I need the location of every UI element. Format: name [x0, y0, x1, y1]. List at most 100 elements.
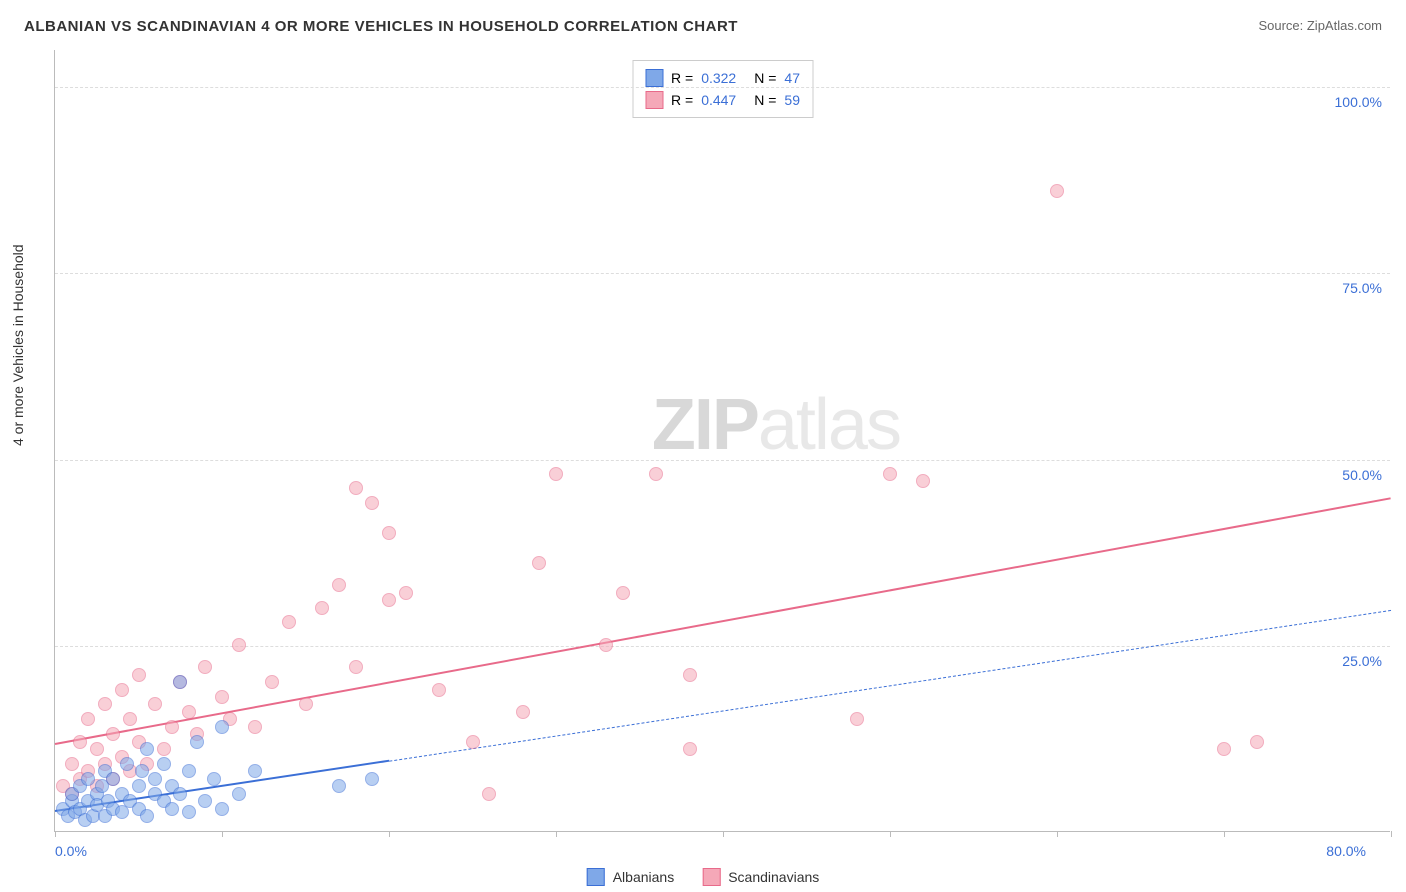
- data-point-scandinavian: [850, 712, 864, 726]
- data-point-scandinavian: [106, 727, 120, 741]
- data-point-scandinavian: [81, 712, 95, 726]
- data-point-albanian: [182, 805, 196, 819]
- y-tick-label: 75.0%: [1342, 280, 1382, 296]
- data-point-scandinavian: [649, 467, 663, 481]
- x-tick: [222, 831, 223, 837]
- trend-line-albanians: [55, 609, 1391, 812]
- data-point-albanian: [198, 794, 212, 808]
- gridline: [55, 273, 1390, 274]
- data-point-scandinavian: [532, 556, 546, 570]
- data-point-scandinavian: [65, 757, 79, 771]
- data-point-albanian: [165, 802, 179, 816]
- data-point-scandinavian: [399, 586, 413, 600]
- series-legend: Albanians Scandinavians: [587, 868, 820, 886]
- x-tick: [389, 831, 390, 837]
- data-point-scandinavian: [157, 742, 171, 756]
- chart-title: ALBANIAN VS SCANDINAVIAN 4 OR MORE VEHIC…: [24, 18, 738, 35]
- y-tick-label: 100.0%: [1335, 94, 1382, 110]
- data-point-scandinavian: [265, 675, 279, 689]
- gridline: [55, 460, 1390, 461]
- legend-row-scandinavians: R = 0.447 N = 59: [645, 89, 800, 111]
- data-point-albanian: [157, 757, 171, 771]
- data-point-albanian: [248, 764, 262, 778]
- data-point-scandinavian: [215, 690, 229, 704]
- x-tick: [1224, 831, 1225, 837]
- data-point-scandinavian: [1250, 735, 1264, 749]
- swatch-scandinavians-icon: [702, 868, 720, 886]
- x-axis-max-label: 80.0%: [1326, 843, 1366, 859]
- data-point-albanian: [135, 764, 149, 778]
- data-point-scandinavian: [516, 705, 530, 719]
- legend-row-albanians: R = 0.322 N = 47: [645, 67, 800, 89]
- data-point-albanian: [132, 779, 146, 793]
- data-point-albanian: [232, 787, 246, 801]
- y-tick-label: 50.0%: [1342, 467, 1382, 483]
- data-point-scandinavian: [115, 683, 129, 697]
- data-point-scandinavian: [248, 720, 262, 734]
- data-point-scandinavian: [482, 787, 496, 801]
- x-tick: [556, 831, 557, 837]
- data-point-albanian: [215, 802, 229, 816]
- x-axis-min-label: 0.0%: [55, 843, 87, 859]
- data-point-scandinavian: [683, 742, 697, 756]
- data-point-scandinavian: [599, 638, 613, 652]
- data-point-scandinavian: [883, 467, 897, 481]
- x-tick: [1057, 831, 1058, 837]
- data-point-scandinavian: [132, 668, 146, 682]
- x-tick: [890, 831, 891, 837]
- data-point-albanian: [207, 772, 221, 786]
- data-point-scandinavian: [616, 586, 630, 600]
- swatch-albanians-icon: [587, 868, 605, 886]
- data-point-scandinavian: [165, 720, 179, 734]
- x-tick: [723, 831, 724, 837]
- data-point-albanian: [81, 772, 95, 786]
- data-point-scandinavian: [98, 697, 112, 711]
- data-point-albanian: [182, 764, 196, 778]
- data-point-scandinavian: [182, 705, 196, 719]
- x-tick: [55, 831, 56, 837]
- data-point-scandinavian: [332, 578, 346, 592]
- data-point-scandinavian: [549, 467, 563, 481]
- data-point-scandinavian: [123, 712, 137, 726]
- data-point-scandinavian: [232, 638, 246, 652]
- data-point-scandinavian: [73, 735, 87, 749]
- data-point-scandinavian: [683, 668, 697, 682]
- data-point-scandinavian: [315, 601, 329, 615]
- swatch-scandinavians: [645, 91, 663, 109]
- data-point-albanian: [120, 757, 134, 771]
- legend-item-scandinavians: Scandinavians: [702, 868, 819, 886]
- data-point-scandinavian: [1050, 184, 1064, 198]
- y-tick-label: 25.0%: [1342, 653, 1382, 669]
- trend-line-scandinavians: [55, 497, 1391, 745]
- data-point-scandinavian: [299, 697, 313, 711]
- data-point-scandinavian: [365, 496, 379, 510]
- data-point-albanian: [148, 772, 162, 786]
- scatter-plot-area: ZIPatlas R = 0.322 N = 47 R = 0.447 N = …: [54, 50, 1390, 832]
- data-point-scandinavian: [916, 474, 930, 488]
- legend-item-albanians: Albanians: [587, 868, 675, 886]
- data-point-albanian: [365, 772, 379, 786]
- data-point-albanian: [332, 779, 346, 793]
- data-point-scandinavian: [349, 660, 363, 674]
- data-point-scandinavian: [282, 615, 296, 629]
- data-point-scandinavian: [382, 593, 396, 607]
- data-point-albanian: [215, 720, 229, 734]
- watermark: ZIPatlas: [652, 384, 900, 466]
- x-tick: [1391, 831, 1392, 837]
- data-point-albanian: [106, 772, 120, 786]
- swatch-albanians: [645, 69, 663, 87]
- source-attribution: Source: ZipAtlas.com: [1258, 18, 1382, 33]
- data-point-scandinavian: [382, 526, 396, 540]
- data-point-albanian: [140, 742, 154, 756]
- correlation-legend: R = 0.322 N = 47 R = 0.447 N = 59: [632, 60, 813, 118]
- gridline: [55, 87, 1390, 88]
- data-point-albanian: [140, 809, 154, 823]
- data-point-albanian: [190, 735, 204, 749]
- data-point-scandinavian: [349, 481, 363, 495]
- data-point-scandinavian: [198, 660, 212, 674]
- data-point-scandinavian: [90, 742, 104, 756]
- data-point-albanian: [173, 787, 187, 801]
- y-axis-title: 4 or more Vehicles in Household: [10, 244, 26, 446]
- data-point-scandinavian: [466, 735, 480, 749]
- data-point-albanian: [173, 675, 187, 689]
